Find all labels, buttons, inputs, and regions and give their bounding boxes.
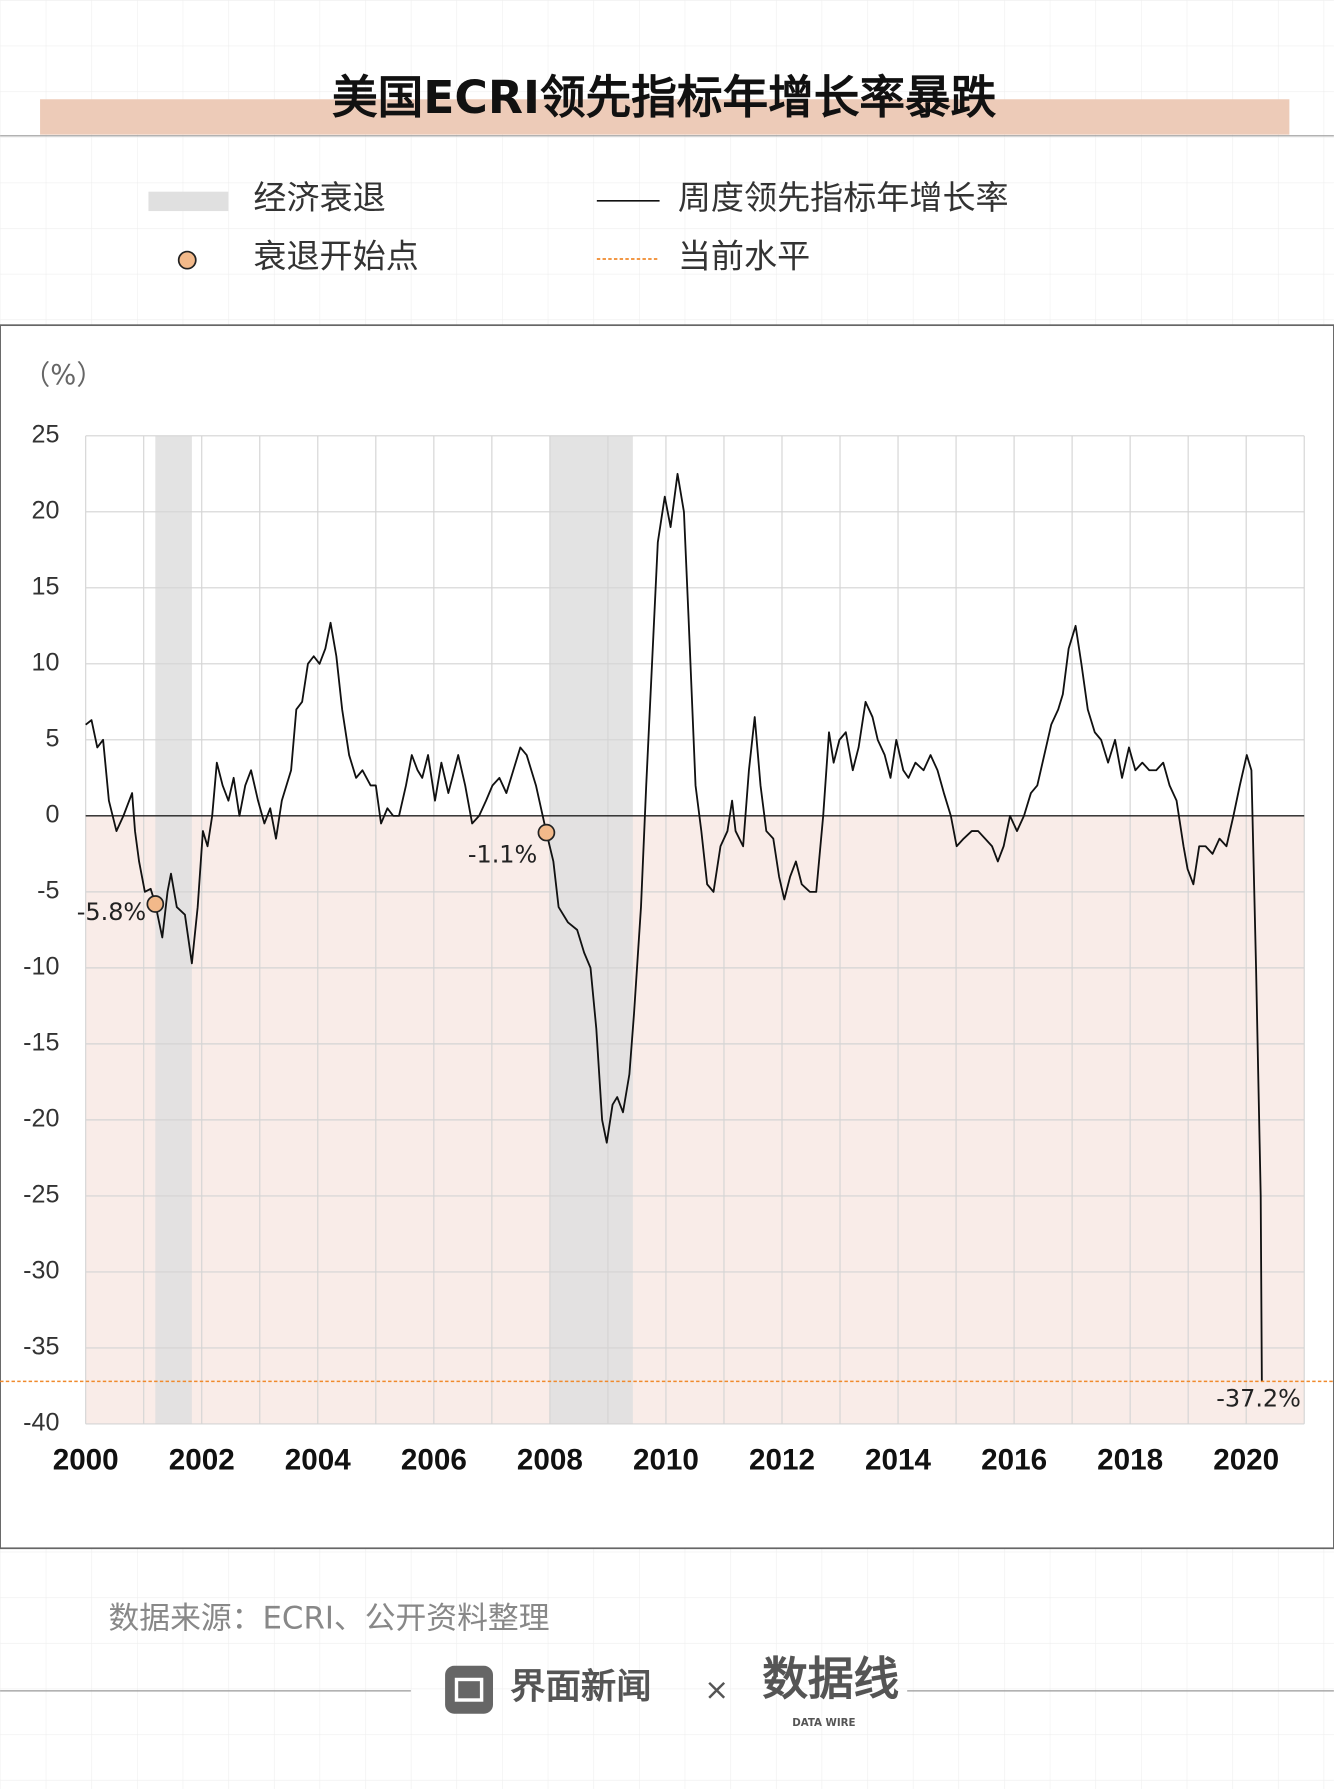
y-unit: （%） xyxy=(23,360,104,391)
value-label: -1.1% xyxy=(468,840,537,868)
separator: × xyxy=(704,1671,729,1706)
x-tick-label: 2012 xyxy=(749,1443,815,1476)
plot-area: 25 20 15 10 5 0 -5 -10 -15 -20 -25 -30 -35 -40 2000 200… xyxy=(0,420,1334,1476)
legend-swatch-recession xyxy=(148,191,229,212)
y-tick-label: 25 xyxy=(32,420,60,448)
partner: 数据线 xyxy=(762,1652,899,1705)
title-band xyxy=(40,99,1290,135)
x-tick-label: 2014 xyxy=(865,1443,931,1476)
x-tick-label: 2002 xyxy=(169,1443,235,1476)
y-tick-label: 5 xyxy=(45,724,59,752)
x-tick-label: 2016 xyxy=(981,1443,1047,1476)
recession-band xyxy=(549,435,633,1424)
y-tick-label: 15 xyxy=(32,572,60,600)
recession-start-point xyxy=(537,823,556,842)
y-tick-label: 10 xyxy=(32,648,60,676)
y-tick-label: -10 xyxy=(23,952,59,980)
y-tick-label: -5 xyxy=(37,876,59,904)
y-tick-label: -30 xyxy=(23,1257,59,1285)
legend-label: 周度领先指标年增长率 xyxy=(678,178,1009,217)
legend-label: 当前水平 xyxy=(678,236,810,275)
x-tick-label: 2010 xyxy=(633,1443,699,1476)
value-label: -37.2% xyxy=(1216,1385,1301,1413)
y-tick-label: -25 xyxy=(23,1181,59,1209)
y-tick-label: -20 xyxy=(23,1105,59,1133)
x-tick-label: 2004 xyxy=(285,1443,351,1476)
x-tick-label: 2006 xyxy=(401,1443,467,1476)
chart-title: 美国ECRI领先指标年增长率暴跌 xyxy=(332,71,997,124)
brand: 界面新闻 xyxy=(510,1667,651,1708)
y-tick-label: -35 xyxy=(23,1333,59,1361)
brand-icon xyxy=(445,1665,494,1714)
recession-start-point xyxy=(146,895,165,913)
legend-swatch-start xyxy=(177,250,197,270)
y-tick-label: -40 xyxy=(23,1409,59,1437)
value-label: -5.8% xyxy=(77,898,146,926)
x-tick-label: 2020 xyxy=(1213,1443,1279,1476)
x-tick-label: 2018 xyxy=(1097,1443,1163,1476)
x-tick-label: 2008 xyxy=(517,1443,583,1476)
x-tick-label: 2000 xyxy=(53,1443,119,1476)
brand-icon-inner xyxy=(454,1677,484,1702)
y-tick-label: 20 xyxy=(32,496,60,524)
y-tick-label: -15 xyxy=(23,1029,59,1057)
partner-sub: DATA WIRE xyxy=(792,1717,855,1729)
y-tick-label: 0 xyxy=(45,800,59,828)
series-line xyxy=(85,472,1263,1382)
legend-label: 衰退开始点 xyxy=(253,236,418,275)
source-note: 数据来源：ECRI、公开资料整理 xyxy=(109,1601,550,1637)
legend-label: 经济衰退 xyxy=(253,178,385,217)
